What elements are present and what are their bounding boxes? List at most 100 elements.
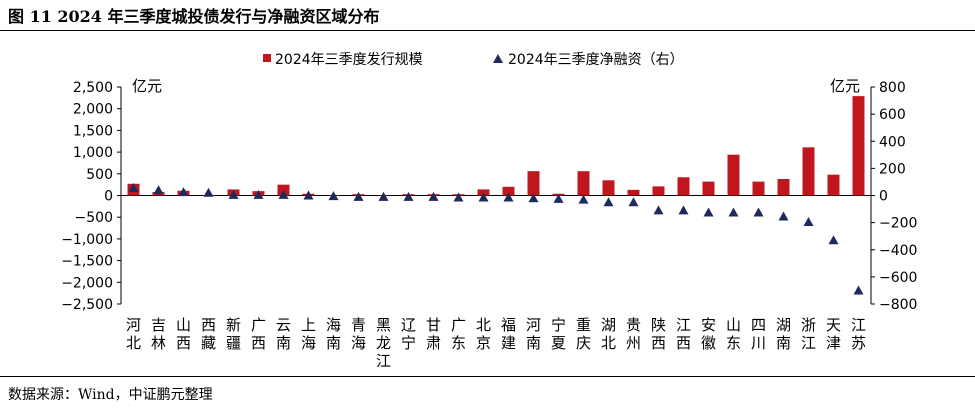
category-label: 广西 — [251, 316, 266, 352]
marker-辽宁 — [403, 191, 414, 201]
category-label: 山东 — [726, 316, 741, 352]
top-rule — [0, 30, 975, 31]
marker-贵州 — [628, 197, 639, 207]
category-label: 山西 — [176, 316, 191, 352]
marker-重庆 — [578, 194, 589, 204]
right-axis-unit: 亿元 — [830, 77, 860, 95]
legend-triangle-marker — [493, 54, 503, 63]
figure-title: 图 11 2024 年三季度城投债发行与净融资区域分布 — [8, 7, 380, 26]
category-label: 江西 — [676, 316, 691, 352]
marker-福建 — [503, 192, 514, 202]
left-tick-label: 2,000 — [73, 102, 113, 118]
bottom-rule — [0, 376, 975, 377]
category-label: 湖南 — [776, 316, 791, 352]
marker-云南 — [278, 189, 289, 199]
bar-陕西 — [652, 186, 665, 196]
marker-宁夏 — [553, 193, 564, 203]
bar-重庆 — [577, 171, 590, 196]
category-label: 陕西 — [651, 316, 666, 352]
category-label: 新疆 — [226, 316, 241, 352]
category-label: 北京 — [476, 316, 491, 352]
bar-安徽 — [702, 181, 715, 196]
marker-广东 — [453, 192, 464, 202]
right-tick-label: −600 — [879, 270, 917, 286]
marker-江苏 — [853, 285, 864, 295]
category-label: 吉林 — [151, 316, 166, 352]
category-label: 云南 — [276, 316, 291, 352]
right-tick-label: 800 — [879, 80, 906, 96]
right-tick-label: −200 — [879, 216, 917, 232]
category-label: 浙江 — [801, 316, 816, 352]
left-tick-label: 500 — [86, 167, 113, 183]
bar-江苏 — [852, 96, 865, 196]
marker-广西 — [253, 189, 264, 199]
category-label: 福建 — [501, 316, 516, 352]
marker-浙江 — [803, 216, 814, 226]
marker-江西 — [678, 205, 689, 215]
marker-海南 — [328, 191, 339, 201]
bar-湖北 — [602, 180, 615, 196]
right-tick-label: −800 — [879, 297, 917, 313]
marker-青海 — [353, 191, 364, 201]
bar-天津 — [827, 174, 840, 196]
category-label: 西藏 — [201, 316, 216, 352]
source-note: 数据来源：Wind，中证鹏元整理 — [8, 387, 213, 403]
marker-山西 — [178, 187, 189, 197]
bar-四川 — [752, 181, 765, 196]
marker-北京 — [478, 192, 489, 202]
left-tick-label: 1,000 — [73, 145, 113, 161]
category-label: 安徽 — [701, 316, 716, 352]
bar-湖南 — [777, 179, 790, 196]
marker-湖南 — [778, 211, 789, 221]
marker-天津 — [828, 235, 839, 245]
category-label: 辽宁 — [401, 316, 416, 352]
bar-贵州 — [627, 189, 640, 196]
bar-北京 — [477, 189, 490, 196]
category-label: 重庆 — [576, 316, 591, 352]
marker-湖北 — [603, 197, 614, 207]
bar-浙江 — [802, 147, 815, 196]
legend: 2024年三季度发行规模 2024年三季度净融资（右） — [263, 52, 684, 68]
left-axis-unit: 亿元 — [132, 77, 162, 95]
right-tick-label: 400 — [879, 134, 906, 150]
category-labels: 河北吉林山西西藏新疆广西云南上海海南青海黑龙江辽宁甘肃广东北京福建河南宁夏重庆湖… — [126, 316, 866, 370]
category-label: 天津 — [826, 316, 841, 352]
marker-甘肃 — [428, 191, 439, 201]
marker-黑龙江 — [378, 191, 389, 201]
left-tick-label: −1,500 — [61, 254, 113, 270]
marker-陕西 — [653, 205, 664, 215]
left-tick-label: −500 — [75, 210, 113, 226]
marker-上海 — [303, 190, 314, 200]
legend-bar-label: 2024年三季度发行规模 — [275, 52, 423, 68]
left-axis: 2,500 2,000 1,500 1,000 500 0 −500 −1,000 −1,500… — [61, 77, 162, 313]
category-label: 江苏 — [851, 316, 866, 352]
marker-新疆 — [228, 189, 239, 199]
category-label: 四川 — [751, 316, 766, 352]
category-label: 河南 — [526, 316, 541, 352]
bar-福建 — [502, 186, 515, 196]
category-label: 黑龙江 — [376, 316, 391, 370]
right-tick-label: 200 — [879, 161, 906, 177]
bar-series — [127, 96, 865, 196]
category-label: 河北 — [126, 316, 141, 352]
right-tick-label: 0 — [879, 189, 888, 205]
bar-江西 — [677, 177, 690, 196]
marker-四川 — [753, 207, 764, 217]
category-label: 贵州 — [626, 316, 641, 352]
left-tick-label: 1,500 — [73, 123, 113, 139]
marker-山东 — [728, 207, 739, 217]
category-label: 湖北 — [601, 316, 616, 352]
scatter-series — [128, 183, 864, 295]
left-tick-label: −1,000 — [61, 232, 113, 248]
right-tick-label: 600 — [879, 107, 906, 123]
bar-山东 — [727, 154, 740, 196]
category-label: 广东 — [451, 316, 466, 352]
title-bar: 图 11 2024 年三季度城投债发行与净融资区域分布 — [0, 0, 975, 30]
left-tick-label: 0 — [104, 189, 113, 205]
left-tick-label: 2,500 — [73, 80, 113, 96]
marker-河北 — [128, 183, 139, 193]
legend-scatter-label: 2024年三季度净融资（右） — [508, 52, 684, 68]
category-label: 宁夏 — [551, 316, 566, 352]
marker-吉林 — [153, 185, 164, 195]
